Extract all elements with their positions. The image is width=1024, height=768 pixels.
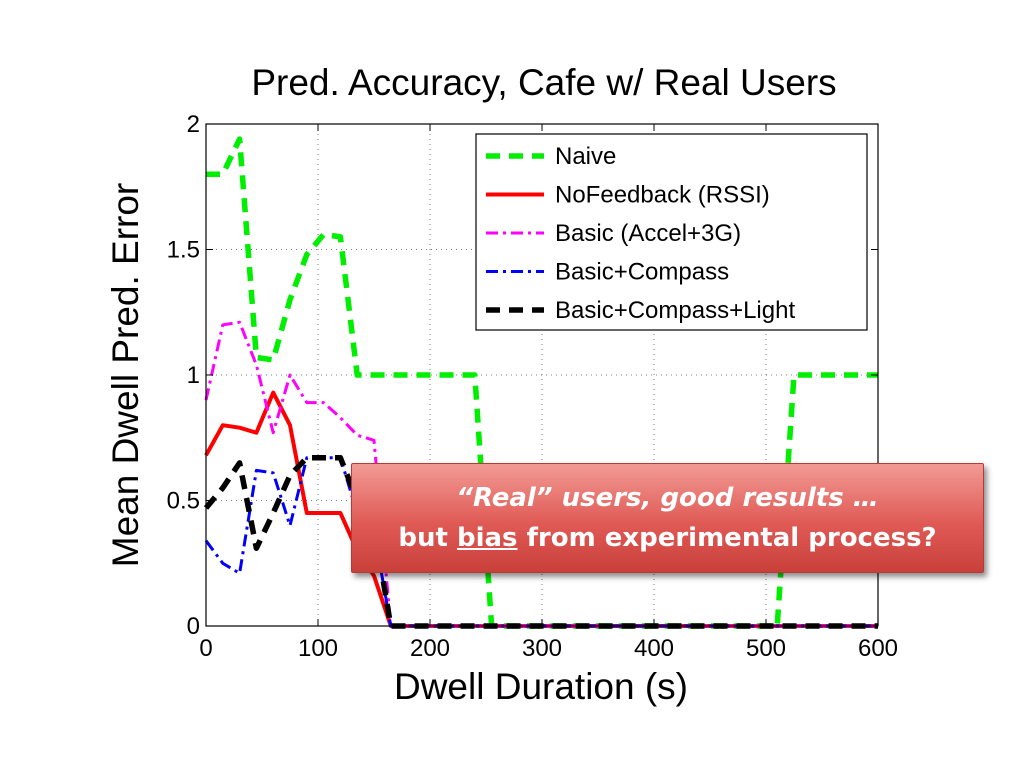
x-tick-label: 300 [522,635,562,662]
y-tick-label: 1.5 [167,237,200,264]
callout-line-2: but bias from experimental process? [352,518,983,558]
legend-label: Basic+Compass [555,259,729,286]
x-tick-label: 100 [298,635,338,662]
x-tick-label: 600 [858,635,898,662]
x-tick-label: 500 [746,635,786,662]
ticks: 0 100 200 300 400 500 600 0 0.5 1 1.5 2 [167,111,898,662]
legend-label: Basic+Compass+Light [555,297,795,324]
y-tick-label: 1 [187,362,200,389]
y-tick-label: 2 [187,111,200,138]
y-tick-label: 0 [187,613,200,640]
legend: Naive NoFeedback (RSSI) Basic (Accel+3G) Ba… [475,133,868,331]
y-axis-label: Mean Dwell Pred. Error [105,183,146,568]
x-tick-label: 200 [410,635,450,662]
y-tick-label: 0.5 [167,488,200,515]
chart-title: Pred. Accuracy, Cafe w/ Real Users [251,62,836,103]
callout-emphasis: bias [456,523,518,553]
legend-label: NoFeedback (RSSI) [555,182,770,209]
x-tick-label: 0 [199,635,212,662]
callout-box: “Real” users, good results … but bias fr… [351,463,984,573]
callout-line-2-start: but [398,523,457,553]
legend-label: Basic (Accel+3G) [555,220,741,247]
x-axis-label: Dwell Duration (s) [394,666,688,707]
x-tick-label: 400 [634,635,674,662]
callout-line-2-end: from experimental process? [517,523,937,553]
legend-label: Naive [555,143,616,170]
callout-line-1: “Real” users, good results … [456,483,879,513]
